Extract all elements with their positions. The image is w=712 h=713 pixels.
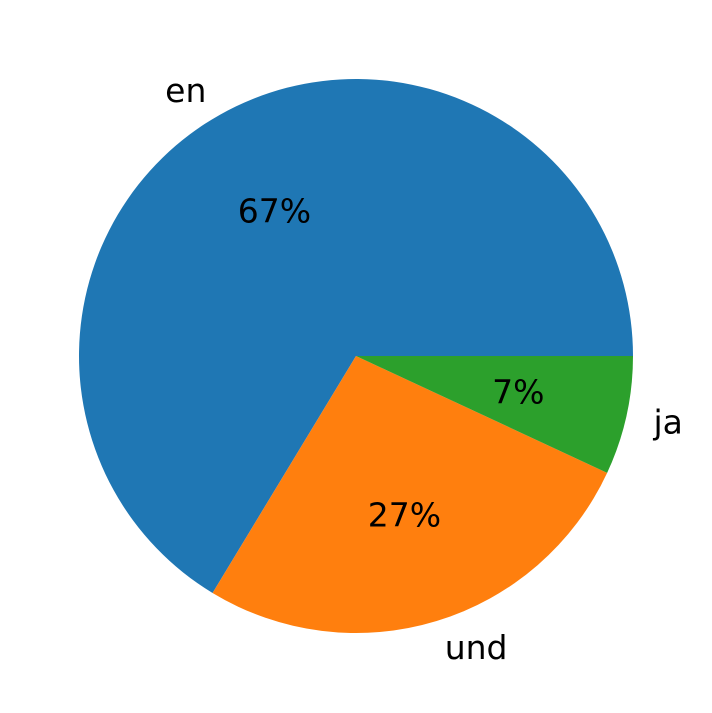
- pie-category-label-ja: ja: [653, 402, 683, 441]
- pie-percent-label-und: 27%: [368, 495, 441, 534]
- pie-slices: [79, 78, 633, 633]
- pie-category-label-und: und: [445, 628, 508, 667]
- pie-slice-ja: [356, 356, 633, 473]
- pie-slice-und: [212, 356, 608, 633]
- pie-percent-label-en: 67%: [238, 192, 311, 231]
- pie-slice-en: [79, 78, 633, 593]
- pie-labels: 67% en 27% und 7% ja: [165, 71, 683, 667]
- pie-category-label-en: en: [165, 71, 206, 110]
- pie-percent-label-ja: 7%: [492, 372, 544, 411]
